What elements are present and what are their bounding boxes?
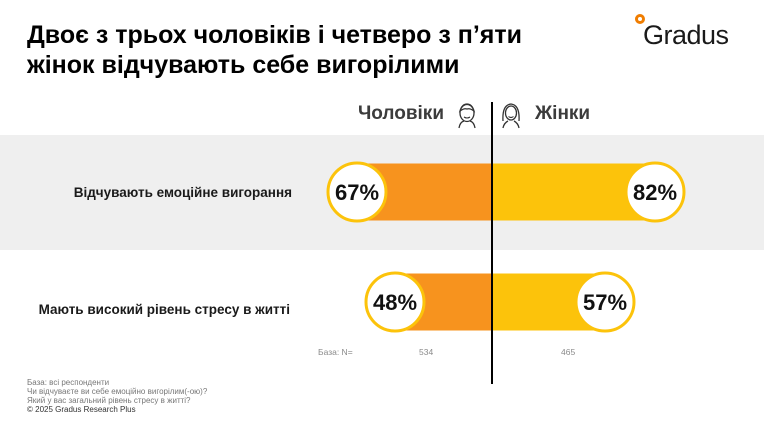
base-women-count: 465 (561, 347, 576, 357)
value-label-men-1: 67% (335, 180, 379, 205)
gradus-logo: Gradus (633, 12, 743, 50)
women-column-header: Жінки (535, 103, 591, 124)
value-circle-women-1 (624, 161, 686, 223)
footnote-question-1: Чи відчуваєте ви себе емоційно вигорілим… (27, 387, 208, 396)
center-divider (491, 102, 493, 384)
title-line-2: жінок відчувають себе вигорілими (27, 51, 460, 79)
row-label-burnout: Відчувають емоційне вигорання (73, 185, 292, 200)
footnote-base: База: всі респонденти (27, 378, 110, 387)
base-label: База: N= (318, 347, 353, 357)
value-label-women-2: 57% (583, 290, 627, 315)
value-circle-men-1 (326, 161, 388, 223)
value-label-men-2: 48% (373, 290, 417, 315)
value-label-women-1: 82% (633, 180, 677, 205)
value-circle-women-2 (574, 271, 636, 333)
value-circle-men-2 (364, 271, 426, 333)
woman-face-icon (502, 103, 520, 129)
copyright: © 2025 Gradus Research Plus (27, 405, 136, 414)
page-title: Двоє з трьох чоловіків і четверо з п’яти… (27, 20, 587, 80)
man-face-icon (458, 103, 476, 129)
men-column-header: Чоловіки (357, 103, 444, 124)
base-men-count: 534 (419, 347, 434, 357)
row-label-stress: Мають високий рівень стресу в житті (38, 302, 290, 317)
title-line-1: Двоє з трьох чоловіків і четверо з п’яти (27, 21, 522, 49)
logo-wordmark: Gradus (643, 20, 729, 50)
logo-mark-icon (635, 14, 645, 24)
footnote-question-2: Який у вас загальний рівень стресу в жит… (27, 396, 191, 405)
